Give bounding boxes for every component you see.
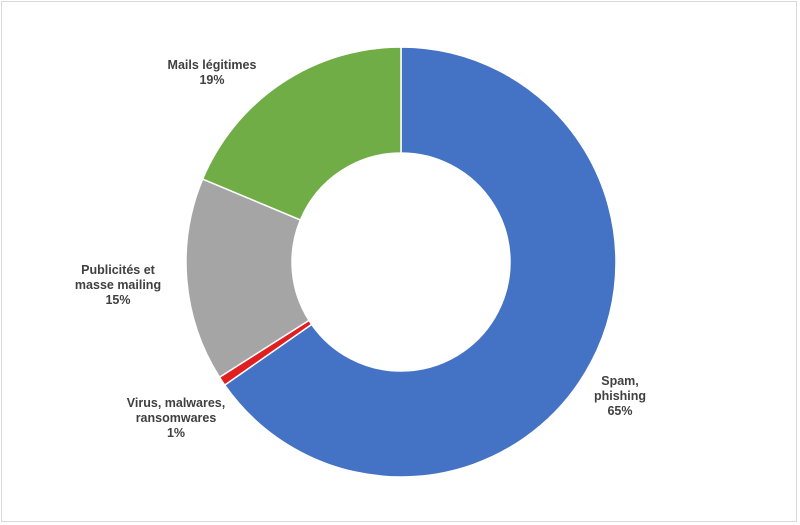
slice-0 (223, 46, 617, 478)
data-label-1: Virus, malwares, ransomwares 1% (127, 396, 225, 440)
data-label-2: Publicités et masse mailing 15% (75, 263, 161, 307)
slice-3 (201, 46, 402, 221)
data-label-0: Spam, phishing 65% (594, 374, 646, 418)
data-label-3: Mails légitimes 19% (168, 58, 257, 87)
